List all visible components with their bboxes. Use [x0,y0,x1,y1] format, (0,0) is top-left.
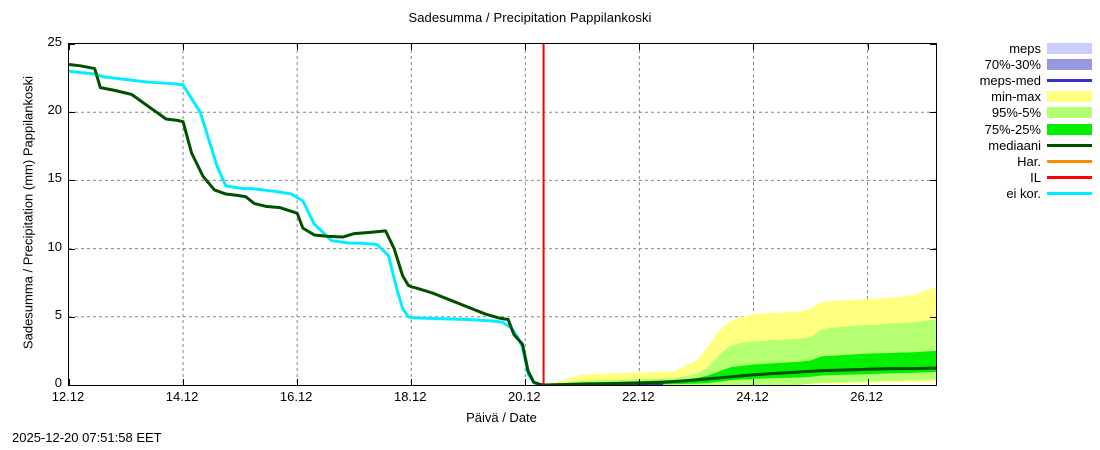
legend-swatch-line [1047,176,1092,180]
chart-legend: meps 70%-30% meps-med min-max 95%-5% 75%-25% m… [940,40,1092,202]
series-line-mediaani [69,62,936,385]
legend-item-meps[interactable]: meps [940,40,1092,56]
y-tick-label: 5 [54,306,62,322]
x-axis-label: Päivä / Date [466,410,537,425]
x-tick-label: 24.12 [736,389,769,404]
x-tickmark [867,379,869,385]
legend-item-meps-med[interactable]: meps-med [940,72,1092,88]
y-tickmark [69,44,75,45]
x-tick-label: 14.12 [165,389,199,404]
x-tick-label: 18.12 [393,389,427,404]
y-tickmark-right [930,44,936,45]
legend-color-chip [1047,91,1092,103]
legend-item-label: ei kor. [1006,186,1041,202]
legend-item-70-30[interactable]: 70%-30% [940,56,1092,72]
chart-title: Sadesumma / Precipitation Pappilankoski [408,10,652,25]
legend-swatch-band [1047,107,1092,119]
legend-item-ei-kor[interactable]: ei kor. [940,186,1092,202]
legend-item-label: 70%-30% [984,56,1041,72]
legend-swatch-band [1047,42,1092,54]
y-tick-label: 25 [47,34,62,49]
legend-color-chip [1047,42,1092,54]
x-tick-label: 20.12 [508,389,541,404]
x-tickmark [69,379,70,385]
legend-item-label: meps [1009,40,1041,56]
legend-swatch-line [1047,78,1092,82]
legend-color-chip [1047,159,1092,163]
y-tick-label: 20 [47,102,62,118]
y-tickmark-right [930,385,936,386]
legend-swatch-band [1047,58,1092,70]
y-tick-label: 15 [47,170,62,186]
y-axis-label: Sadesumma / Precipitation (mm) Pappilank… [21,13,36,413]
legend-swatch-band [1047,91,1092,103]
x-tickmark [297,379,299,385]
legend-color-chip [1047,192,1092,196]
y-tickmark [69,316,75,318]
legend-swatch-line [1047,192,1092,196]
x-tickmark-top [411,44,413,50]
x-tick-label: 22.12 [622,389,655,404]
legend-item-label: 75%-25% [984,121,1041,137]
x-tickmark-top [183,44,185,50]
x-tickmark [525,379,527,385]
x-tickmark [639,379,641,385]
x-tick-label: 26.12 [850,389,883,404]
legend-swatch-band [1047,123,1092,135]
x-tickmark-top [639,44,641,50]
x-tick-label: 12.12 [51,389,85,404]
legend-item-il[interactable]: IL [940,170,1092,186]
legend-item-label: Har. [1017,153,1041,169]
legend-color-chip [1047,58,1092,70]
plot-canvas [69,44,936,385]
legend-swatch-line [1047,159,1092,163]
x-tickmark [183,379,185,385]
x-tickmark-top [297,44,299,50]
legend-item-75-25[interactable]: 75%-25% [940,121,1092,137]
legend-item-95-5[interactable]: 95%-5% [940,105,1092,121]
chart-svg [69,44,936,385]
legend-color-chip [1047,107,1092,119]
legend-item-min-max[interactable]: min-max [940,89,1092,105]
legend-color-chip [1047,123,1092,135]
plot-area [68,43,937,386]
legend-item-label: IL [1030,170,1041,186]
y-tickmark-right [930,248,936,250]
y-tickmark [69,180,75,182]
y-tickmark-right [930,112,936,114]
legend-item-mediaani[interactable]: mediaani [940,137,1092,153]
legend-color-chip [1047,143,1092,147]
x-tick-label: 16.12 [279,389,313,404]
legend-item-label: meps-med [979,72,1041,88]
legend-swatch-line [1047,143,1092,147]
x-tickmark [753,379,755,385]
legend-color-chip [1047,78,1092,82]
x-tickmark-top [525,44,527,50]
x-tickmark-top [753,44,755,50]
x-tickmark-top [867,44,869,50]
y-tickmark [69,112,75,114]
y-tick-label: 10 [47,238,62,254]
y-tickmark [69,248,75,250]
legend-item-label: 95%-5% [991,105,1041,121]
legend-item-har[interactable]: Har. [940,153,1092,169]
legend-item-label: min-max [991,89,1041,105]
x-tickmark [411,379,413,385]
timestamp: 2025-12-20 07:51:58 EET [12,430,162,445]
series-band-75%-25% [543,350,936,385]
y-tickmark-right [930,316,936,318]
y-tickmark-right [930,180,936,182]
y-tick-label: 0 [54,375,62,390]
y-tickmark [69,385,75,386]
legend-color-chip [1047,176,1092,180]
legend-item-label: mediaani [988,137,1041,153]
series-line-ei kor. [69,69,546,385]
x-tickmark-top [69,44,70,50]
